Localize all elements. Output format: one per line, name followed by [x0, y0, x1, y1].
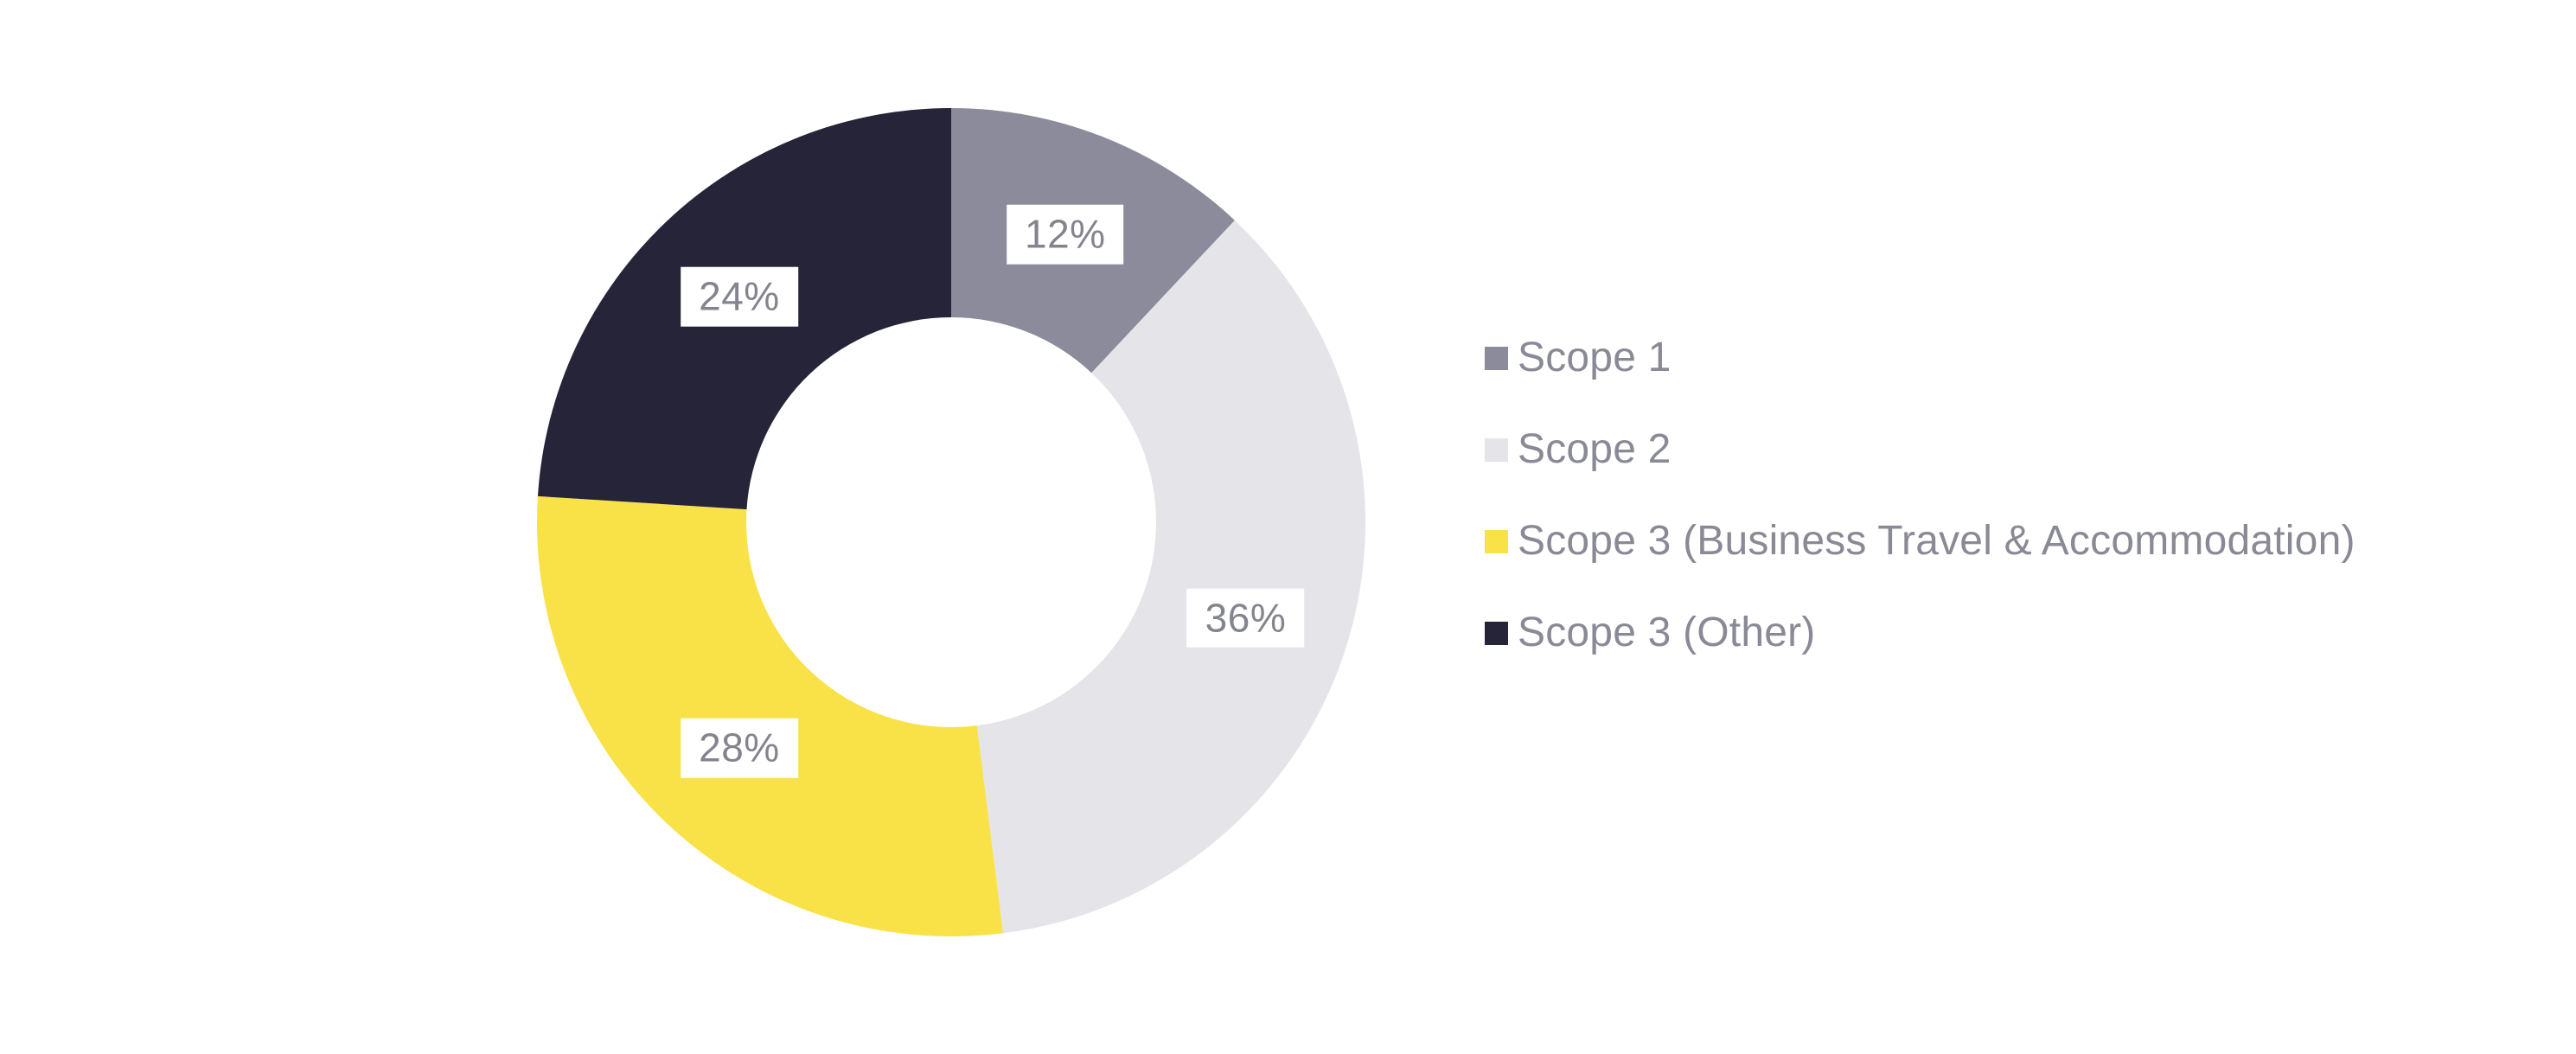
legend-label-scope-3-business-travel: Scope 3 (Business Travel & Accommodation… — [1518, 518, 2355, 564]
legend-label-scope-1: Scope 1 — [1518, 335, 1672, 380]
slice-label-scope-1: 12% — [1006, 204, 1124, 265]
slice-label-scope-3-other: 24% — [681, 266, 798, 327]
legend-label-scope-2: Scope 2 — [1518, 426, 1672, 472]
legend-item-scope-3-business-travel: Scope 3 (Business Travel & Accommodation… — [1485, 515, 2355, 567]
legend-item-scope-3-other: Scope 3 (Other) — [1485, 607, 2355, 659]
legend-swatch-scope-1 — [1485, 346, 1508, 370]
slice-label-scope-3-business-travel: 28% — [681, 718, 798, 778]
legend-item-scope-1: Scope 1 — [1485, 332, 2355, 384]
legend-swatch-scope-2 — [1485, 438, 1508, 462]
donut-segment-scope-2 — [976, 220, 1365, 934]
legend-label-scope-3-other: Scope 3 (Other) — [1518, 610, 1816, 655]
slice-label-scope-2: 36% — [1186, 588, 1305, 648]
donut-segment-scope-3-business-travel — [537, 495, 1004, 936]
legend-swatch-scope-3-other — [1485, 621, 1508, 645]
legend-swatch-scope-3-business-travel — [1485, 529, 1508, 553]
legend: Scope 1 Scope 2 Scope 3 (Business Travel &… — [1485, 332, 2355, 699]
legend-item-scope-2: Scope 2 — [1485, 424, 2355, 476]
